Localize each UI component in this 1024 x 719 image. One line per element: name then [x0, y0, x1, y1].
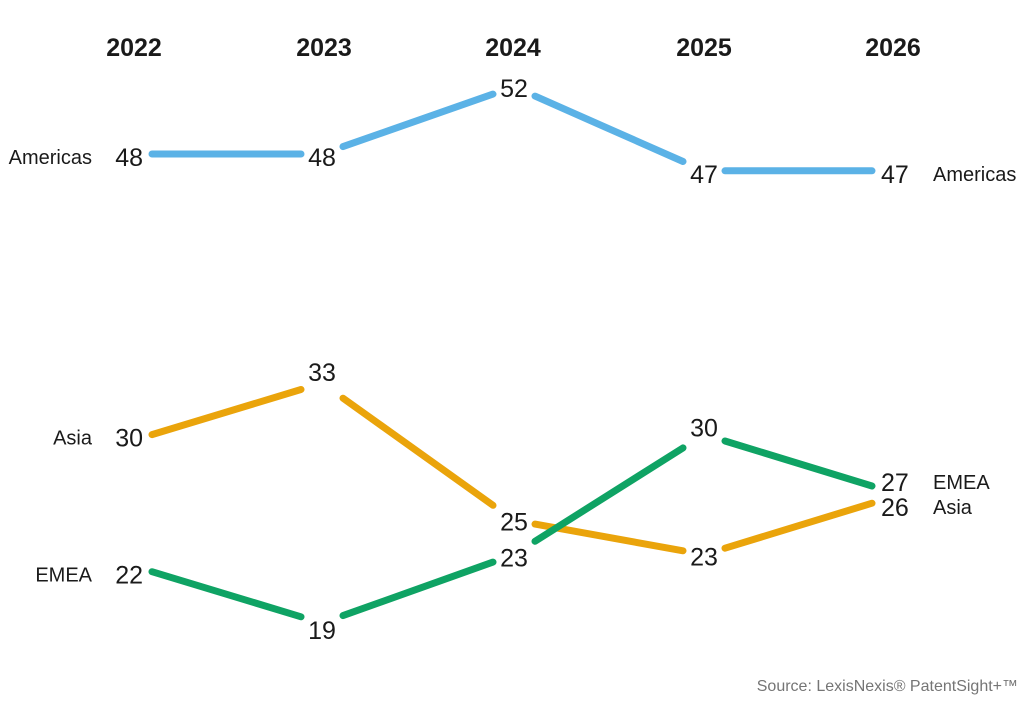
emea-line-segment-3: [721, 437, 876, 490]
asia-line-segment-0: [148, 386, 305, 439]
emea-line-segment-1: [339, 558, 497, 620]
asia-value-label-2025: 23: [690, 544, 718, 572]
americas-line-segment-1: [339, 90, 497, 151]
americas-line-segment-2: [531, 92, 687, 165]
americas-value-label-2025: 47: [690, 161, 718, 189]
emea-value-label-2024: 23: [500, 545, 528, 573]
emea-value-label-2022: 22: [115, 562, 143, 590]
asia-value-label-2024: 25: [500, 508, 528, 536]
source-note: Source: LexisNexis® PatentSight+™: [756, 678, 1018, 695]
emea-value-label-2026: 27: [881, 469, 909, 497]
year-label-2025: 2025: [676, 34, 732, 62]
asia-line-segment-1: [339, 394, 497, 509]
year-label-2024: 2024: [485, 34, 541, 62]
emea-value-label-2025: 30: [690, 415, 718, 443]
asia-line-segment-3: [721, 499, 876, 552]
asia-value-label-2023: 33: [308, 359, 336, 387]
asia-value-label-2022: 30: [115, 425, 143, 453]
series-label-left-asia: Asia: [53, 428, 93, 450]
series-label-left-americas: Americas: [9, 147, 92, 169]
series-label-right-emea: EMEA: [933, 472, 990, 494]
asia-value-label-2026: 26: [881, 494, 909, 522]
americas-value-label-2023: 48: [308, 144, 336, 172]
year-label-2026: 2026: [865, 34, 921, 62]
year-label-2023: 2023: [296, 34, 352, 62]
americas-value-label-2024: 52: [500, 75, 528, 103]
series-label-left-emea: EMEA: [35, 565, 92, 587]
series-label-right-americas: Americas: [933, 164, 1016, 186]
americas-value-label-2022: 48: [115, 144, 143, 172]
year-label-2022: 2022: [106, 34, 162, 62]
emea-line-segment-0: [148, 568, 305, 621]
americas-value-label-2026: 47: [881, 161, 909, 189]
series-label-right-asia: Asia: [933, 497, 973, 519]
emea-line-segment-2: [531, 444, 687, 545]
emea-value-label-2023: 19: [308, 617, 336, 645]
